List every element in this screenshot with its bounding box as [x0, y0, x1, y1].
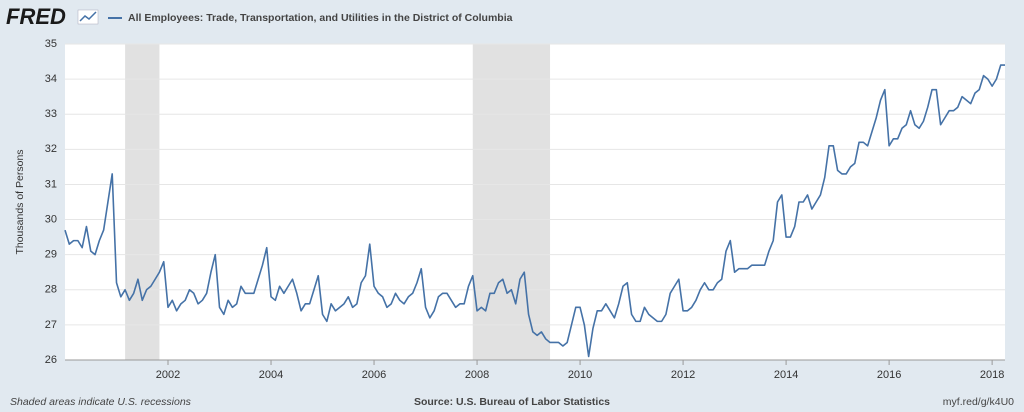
y-tick-label: 26 [45, 354, 57, 366]
series-line [64, 64, 1005, 358]
y-tick-label: 30 [45, 213, 57, 225]
x-tick-label: 2002 [156, 369, 180, 381]
y-tick-label: 29 [45, 249, 57, 261]
x-tick-label: 2008 [465, 369, 489, 381]
recession-band [125, 44, 160, 360]
recession-note: Shaded areas indicate U.S. recessions [10, 396, 192, 408]
recession-band [472, 44, 551, 360]
y-tick-label: 31 [45, 178, 57, 190]
legend-label: All Employees: Trade, Transportation, an… [128, 12, 513, 24]
y-axis-label: Thousands of Persons [14, 149, 26, 254]
x-tick-label: 2018 [980, 369, 1004, 381]
y-tick-label: 34 [45, 73, 57, 85]
x-tick-label: 2006 [362, 369, 386, 381]
y-tick-label: 27 [45, 319, 57, 331]
x-tick-label: 2016 [877, 369, 901, 381]
y-tick-label: 32 [45, 143, 57, 155]
x-tick-label: 2010 [568, 369, 592, 381]
x-tick-label: 2012 [671, 369, 695, 381]
y-tick-label: 33 [45, 108, 57, 120]
x-tick-label: 2004 [259, 369, 283, 381]
y-tick-label: 28 [45, 284, 57, 296]
y-tick-label: 35 [45, 38, 57, 50]
logo: FRED [6, 4, 66, 29]
url: myf.red/g/k4U0 [943, 396, 1014, 408]
logo-icon [77, 9, 99, 25]
source: Source: U.S. Bureau of Labor Statistics [414, 396, 610, 408]
x-tick-label: 2014 [774, 369, 798, 381]
